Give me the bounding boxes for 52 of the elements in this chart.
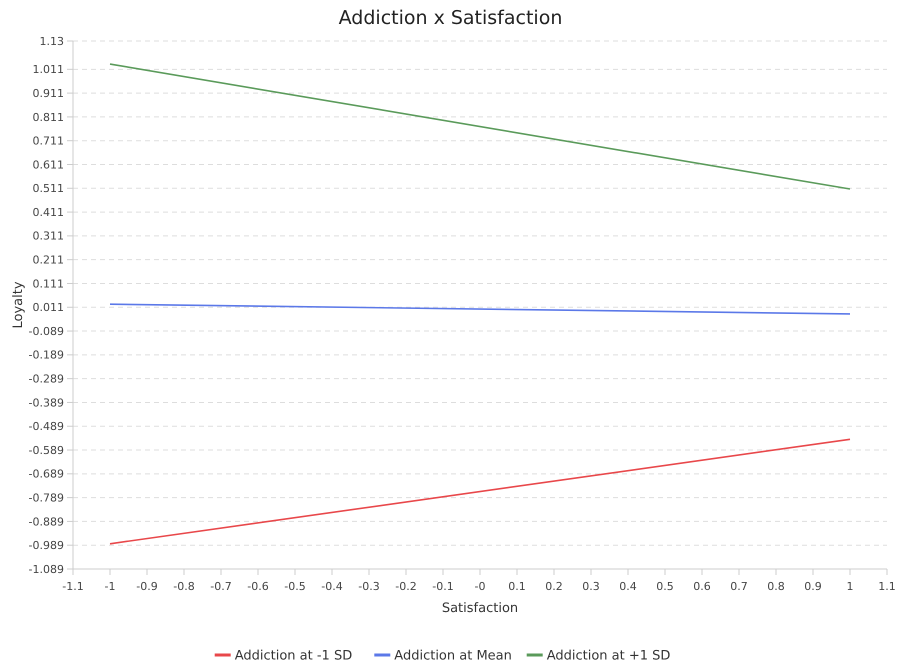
chart-title: Addiction x Satisfaction [338, 7, 562, 29]
x-tick-label: 0.4 [619, 580, 637, 593]
x-tick-label: -1.1 [62, 580, 84, 593]
x-tick-label: -0.5 [284, 580, 306, 593]
y-tick-label: 0.211 [32, 254, 64, 267]
x-tick-label: 0.2 [545, 580, 563, 593]
x-tick-label: -0.2 [395, 580, 417, 593]
x-tick-label: 1 [846, 580, 854, 593]
y-tick-label: 0.311 [32, 230, 64, 243]
y-axis-title: Loyalty [11, 281, 26, 329]
y-tick-label: -0.189 [28, 348, 64, 362]
x-tick-label: -0.8 [173, 580, 195, 593]
y-tick-label: -0.289 [28, 372, 64, 386]
y-tick-label: -0.889 [28, 515, 64, 528]
y-tick-label: -0.389 [28, 396, 64, 410]
x-axis-title: Satisfaction [442, 601, 518, 616]
y-tick-label: -0.089 [28, 324, 64, 338]
y-tick-label: 0.711 [32, 134, 64, 148]
y-tick-label: 0.511 [32, 182, 64, 196]
x-tick-label: 0.3 [582, 580, 600, 593]
x-tick-label: -0.1 [432, 580, 454, 593]
y-tick-label: 0.611 [32, 158, 64, 172]
y-tick-label: 0.811 [32, 110, 64, 124]
x-tick-label: -0 [474, 580, 486, 593]
y-tick-label: -0.689 [28, 468, 64, 481]
y-tick-label: -0.789 [28, 491, 64, 504]
y-tick-label: 0.411 [32, 206, 64, 219]
x-tick-label: 0.5 [656, 580, 674, 593]
y-tick-label: 0.911 [32, 86, 64, 100]
y-tick-label: -0.589 [28, 444, 64, 457]
y-tick-label: 0.111 [32, 277, 64, 290]
y-tick-label: -1.089 [28, 562, 64, 576]
x-tick-label: 0.8 [767, 580, 785, 593]
y-tick-label: 0.011 [32, 301, 64, 314]
legend-label: Addiction at Mean [394, 648, 512, 664]
x-tick-label: 0.7 [730, 580, 748, 593]
y-tick-label: 1.011 [32, 63, 64, 76]
y-tick-label: 1.13 [40, 34, 64, 48]
x-tick-label: 0.1 [508, 580, 526, 593]
x-tick-label: -0.3 [358, 580, 380, 593]
x-tick-label: -0.6 [247, 580, 269, 593]
x-tick-label: 1.1 [878, 580, 896, 593]
x-tick-label: 0.6 [693, 580, 711, 593]
x-tick-label: -0.9 [136, 580, 158, 593]
x-tick-label: 0.9 [804, 580, 822, 593]
y-tick-label: -0.489 [28, 420, 64, 434]
x-tick-label: -1 [104, 580, 116, 593]
legend-label: Addiction at +1 SD [546, 648, 670, 664]
x-tick-label: -0.4 [321, 580, 343, 593]
legend-label: Addiction at -1 SD [234, 648, 352, 664]
x-tick-label: -0.7 [210, 580, 232, 593]
y-tick-label: -0.989 [28, 539, 64, 552]
